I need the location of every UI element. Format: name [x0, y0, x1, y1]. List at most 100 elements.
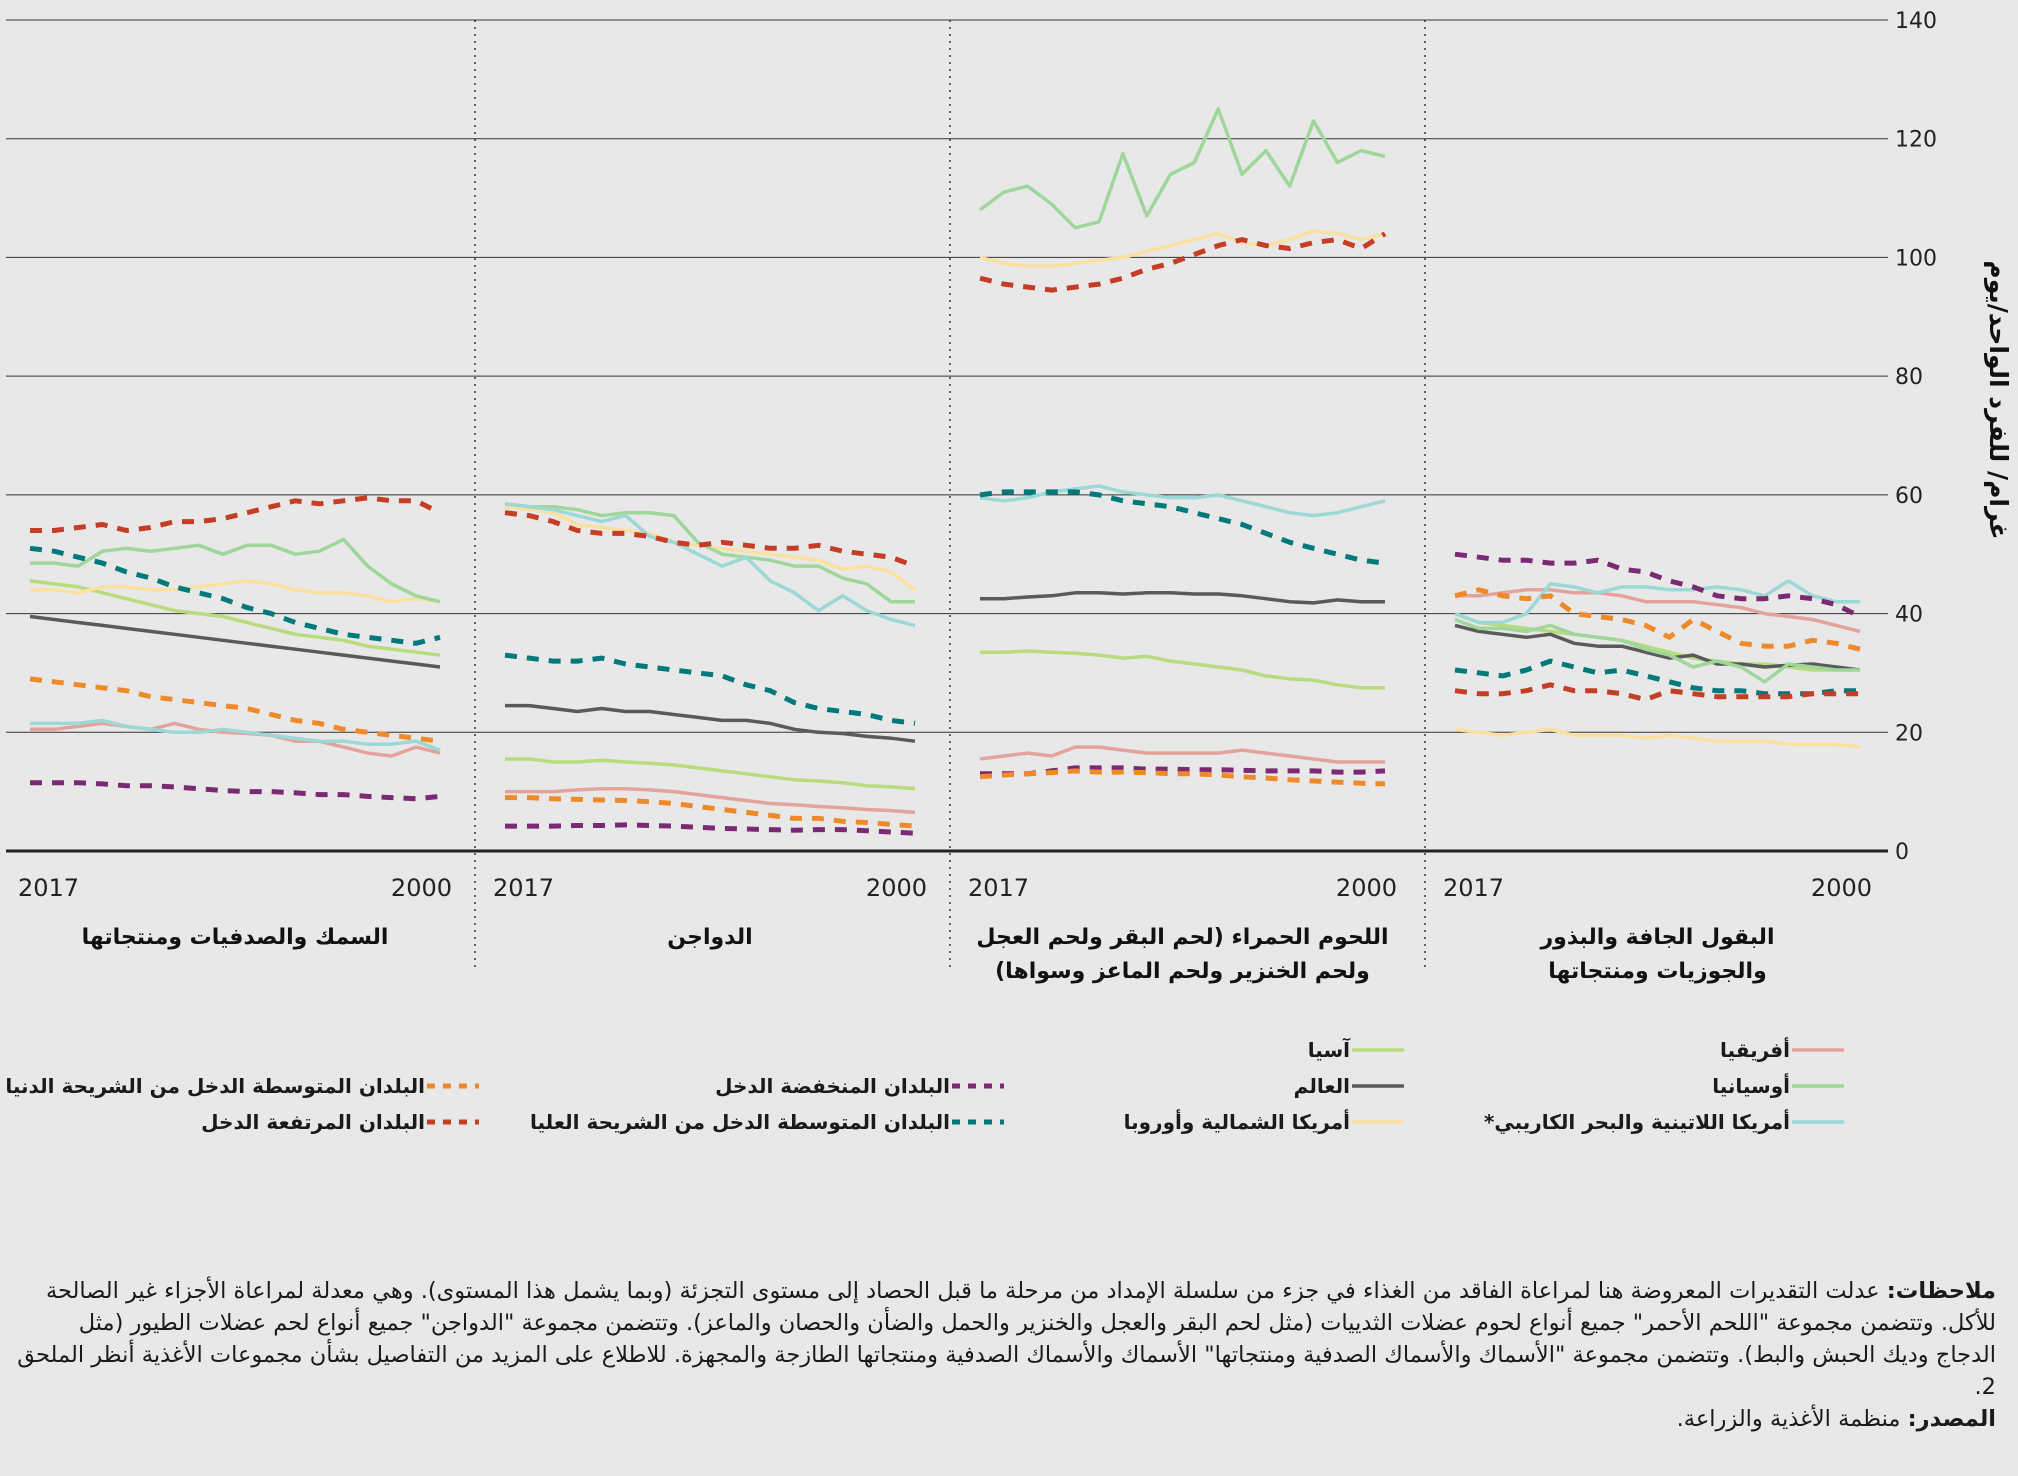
legend-label: أمريكا اللاتينية والبحر الكاريبي*	[1483, 1110, 1790, 1134]
series-line-africa	[505, 786, 916, 815]
series-line-world	[29, 614, 441, 669]
series-line-oceania	[1454, 617, 1860, 684]
x-tick-label: 2017	[1443, 874, 1504, 902]
legend-item: أمريكا اللاتينية والبحر الكاريبي*	[1484, 1110, 1860, 1134]
series-line-asia	[1454, 611, 1860, 672]
panel-title: الدواجن	[667, 925, 752, 950]
series-line-latam	[1454, 579, 1860, 625]
legend-label: أوسيانيا	[1712, 1074, 1790, 1098]
series-line-nam_eu	[30, 579, 441, 604]
x-tick-label: 2000	[1336, 874, 1397, 902]
y-tick-label: 40	[1895, 603, 1923, 628]
x-tick-label: 2017	[18, 874, 79, 902]
legend-item: البلدان المنخفضة الدخل	[715, 1074, 1020, 1098]
legend-item: البلدان المرتفعة الدخل	[201, 1110, 495, 1134]
legend-label: البلدان المرتفعة الدخل	[201, 1110, 425, 1134]
y-tick-label: 120	[1895, 128, 1937, 153]
series-line-lmic	[1454, 587, 1861, 652]
legend-swatch	[952, 1119, 1004, 1125]
series-line-hic	[1454, 682, 1860, 703]
panel-title: والجوزيات ومنتجاتها	[1548, 959, 1767, 984]
series-line-lmic	[29, 676, 441, 744]
panel-title: ولحم الخنزير ولحم الماعز وسواها)	[995, 959, 1370, 984]
source-text: منظمة الأغذية والزراعة.	[1676, 1406, 1901, 1432]
series-line-oceania	[30, 537, 441, 604]
series-line-asia	[505, 757, 916, 791]
legend-swatch	[427, 1119, 479, 1125]
panel-2	[504, 502, 917, 836]
panel-4	[1454, 551, 1862, 749]
legend-swatch	[952, 1083, 1004, 1089]
notes-text: عدلت التقديرات المعروضة هنا لمراعاة الفا…	[17, 1278, 1996, 1400]
legend-swatch	[1792, 1048, 1844, 1052]
legend-label: أمريكا الشمالية وأوروبا	[1123, 1110, 1350, 1134]
series-line-hic	[30, 495, 442, 533]
legend-label: أفريقيا	[1720, 1038, 1790, 1062]
notes-label: ملاحظات:	[1886, 1278, 1996, 1304]
panel-1	[29, 495, 442, 802]
series-line-umic	[1454, 658, 1860, 697]
gridlines	[6, 19, 1888, 972]
legend-swatch	[427, 1083, 479, 1089]
legend-label: العالم	[1293, 1074, 1350, 1098]
legend-item: البلدان المتوسطة الدخل من الشريحة العليا	[530, 1110, 1020, 1134]
legend-item: البلدان المتوسطة الدخل من الشريحة الدنيا	[5, 1074, 495, 1098]
series-line-asia	[29, 579, 441, 657]
series-line-latam	[30, 718, 441, 752]
panel-3	[978, 107, 1387, 787]
legend-item: أوسيانيا	[1712, 1074, 1860, 1098]
y-axis-label: غرام/ للفرد الواحد/يوم	[1983, 260, 2013, 539]
legend-item: العالم	[1294, 1074, 1420, 1098]
legend-label: البلدان المتوسطة الدخل من الشريحة العليا	[529, 1110, 950, 1134]
notes-block: ملاحظات: عدلت التقديرات المعروضة هنا لمر…	[16, 1275, 1996, 1435]
notes-paragraph: ملاحظات: عدلت التقديرات المعروضة هنا لمر…	[16, 1275, 1996, 1403]
x-tick-label: 2017	[493, 874, 554, 902]
y-tick-label: 60	[1895, 484, 1923, 509]
series-line-africa	[30, 721, 441, 758]
legend-swatch	[1352, 1084, 1404, 1088]
x-tick-label: 2017	[968, 874, 1029, 902]
x-tick-label: 2000	[1811, 874, 1872, 902]
series-line-oceania	[504, 502, 915, 604]
series-line-lmic	[505, 795, 916, 829]
source-label: المصدر:	[1907, 1406, 1996, 1432]
series-line-hic	[979, 231, 1387, 293]
y-tick-label: 100	[1895, 246, 1937, 271]
series-line-world	[980, 591, 1385, 605]
legend-swatch	[1792, 1084, 1844, 1088]
series-layer	[29, 107, 1862, 836]
legend-swatch	[1792, 1120, 1844, 1124]
series-line-latam	[504, 502, 916, 628]
series-line-africa	[979, 745, 1385, 764]
series-line-nam_eu	[979, 228, 1386, 269]
legend-swatch	[1352, 1048, 1404, 1052]
series-line-umic	[504, 652, 916, 726]
x-tick-label: 2000	[391, 874, 452, 902]
series-line-asia	[980, 649, 1385, 690]
y-tick-label: 20	[1895, 721, 1923, 746]
legend-item: أمريكا الشمالية وأوروبا	[1124, 1110, 1420, 1134]
legend-label: البلدان المنخفضة الدخل	[715, 1074, 950, 1098]
series-line-africa	[1455, 588, 1861, 634]
legend-item: أفريقيا	[1720, 1038, 1860, 1062]
series-line-lic	[505, 822, 916, 836]
y-tick-label: 0	[1895, 840, 1909, 865]
series-line-lic	[30, 780, 441, 802]
source-paragraph: المصدر: منظمة الأغذية والزراعة.	[16, 1403, 1996, 1435]
series-line-oceania	[978, 107, 1386, 230]
series-line-umic	[29, 545, 441, 646]
legend-swatch	[1352, 1120, 1404, 1124]
series-line-lic	[1454, 551, 1862, 619]
panel-title: اللحوم الحمراء (لحم البقر ولحم العجل	[976, 925, 1388, 950]
legend-label: البلدان المتوسطة الدخل من الشريحة الدنيا	[5, 1074, 425, 1098]
y-tick-label: 80	[1895, 365, 1923, 390]
legend-label: آسيا	[1307, 1038, 1350, 1062]
y-tick-label: 140	[1895, 9, 1937, 34]
series-line-world	[505, 703, 916, 743]
panel-title: السمك والصدفيات ومنتجاتها	[82, 925, 389, 950]
panel-title: البقول الجافة والبذور	[1540, 925, 1775, 950]
series-line-lmic	[979, 768, 1386, 787]
series-line-hic	[504, 510, 916, 569]
